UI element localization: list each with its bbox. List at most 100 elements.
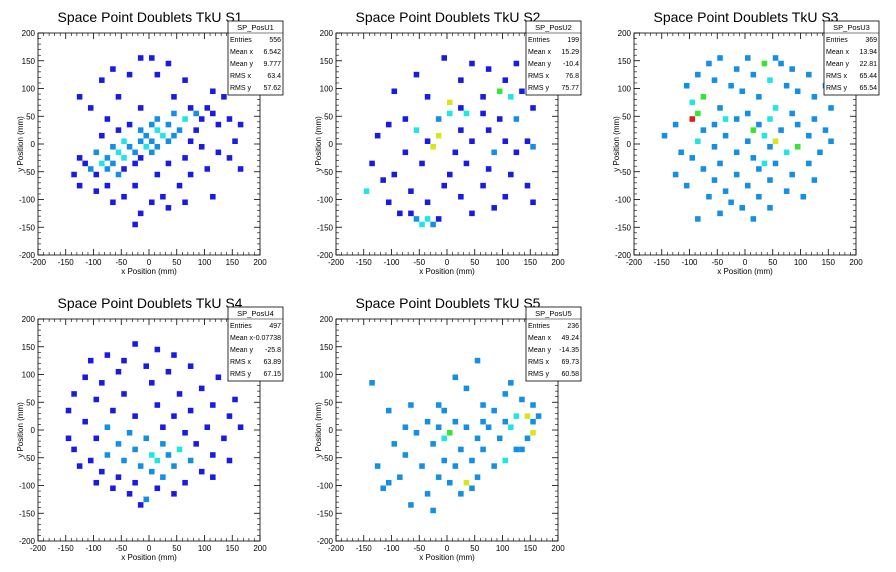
- x-tick-label: 0: [743, 258, 748, 267]
- heatmap-bin: [137, 502, 144, 508]
- heatmap-bin: [717, 210, 723, 217]
- heatmap-bin: [93, 396, 100, 403]
- heatmap-bin: [171, 110, 177, 117]
- heatmap-bin: [149, 55, 155, 61]
- heatmap-bin: [502, 138, 509, 144]
- heatmap-bin: [65, 435, 72, 442]
- heatmap-bin: [198, 385, 205, 392]
- heatmap-bin: [149, 452, 155, 458]
- heatmap-bin: [374, 132, 381, 139]
- heatmap-bin: [767, 144, 773, 150]
- heatmap-bin: [794, 144, 801, 150]
- heatmap-bin: [689, 99, 696, 106]
- stats-row-label: Mean y: [826, 61, 849, 68]
- heatmap-bin: [750, 216, 757, 222]
- heatmap-bin: [176, 127, 183, 133]
- heatmap-bin: [756, 94, 762, 100]
- heatmap-bin: [237, 121, 244, 128]
- heatmap-bin: [154, 346, 161, 353]
- stats-row-value: 22.81: [859, 61, 877, 68]
- heatmap-bin: [524, 435, 531, 442]
- heatmap-bin: [458, 491, 464, 497]
- chart-title: Space Point Doublets TkU S3: [654, 9, 839, 25]
- heatmap-bin: [154, 485, 161, 492]
- heatmap-bin: [171, 413, 177, 419]
- heatmap-bin: [806, 160, 812, 167]
- heatmap-bin: [187, 457, 194, 464]
- heatmap-bin: [160, 424, 166, 430]
- y-tick-label: -200: [317, 251, 334, 260]
- x-tick-label: -50: [115, 544, 127, 553]
- heatmap-bin: [441, 55, 447, 61]
- y-tick-label: 150: [22, 343, 36, 352]
- heatmap-bin: [430, 441, 436, 447]
- heatmap-bin: [458, 446, 464, 453]
- heatmap-bin: [204, 424, 211, 430]
- stats-row-value: 497: [269, 323, 281, 330]
- y-tick-label: -50: [321, 454, 333, 463]
- x-tick-label: 50: [470, 258, 479, 267]
- heatmap-bin: [711, 144, 718, 150]
- heatmap-bin: [110, 144, 116, 150]
- heatmap-bin: [380, 177, 386, 183]
- heatmap-bin: [121, 166, 127, 172]
- heatmap-bin: [672, 121, 679, 128]
- chart-panel-4: Space Point Doublets TkU S4 -200 -150 -100 -…: [16, 295, 284, 562]
- heatmap-bin: [137, 210, 144, 217]
- heatmap-bin: [745, 55, 751, 61]
- heatmap-bin: [772, 105, 779, 111]
- stats-box: SP_PosU1 Entries 556 Mean x 6.542 Mean y 9.777…: [227, 20, 284, 96]
- heatmap-bin: [772, 138, 779, 144]
- heatmap-bin: [176, 182, 183, 189]
- heatmap-bin: [110, 160, 116, 167]
- heatmap-bin: [369, 380, 375, 386]
- chart-title: Space Point Doublets TkU S4: [58, 295, 243, 311]
- heatmap-bin: [502, 418, 509, 425]
- heatmap-bin: [778, 127, 784, 133]
- heatmap-bin: [789, 171, 795, 178]
- heatmap-bin: [198, 144, 205, 150]
- heatmap-bin: [160, 441, 166, 447]
- x-axis-label: x Position (mm): [717, 267, 773, 276]
- x-tick-label: -100: [383, 544, 400, 553]
- x-tick-label: 0: [445, 544, 450, 553]
- stats-row-label: RMS y: [528, 371, 550, 378]
- stats-row-value: -25.8: [265, 347, 281, 354]
- heatmap-bin: [513, 60, 520, 67]
- heatmap-bin: [165, 60, 172, 67]
- heatmap-bin: [137, 138, 144, 144]
- y-tick-label: 50: [26, 398, 35, 407]
- stats-name: SP_PosU5: [535, 309, 572, 318]
- heatmap-bin: [402, 149, 409, 156]
- heatmap-bin: [452, 418, 459, 425]
- y-tick-label: 100: [320, 85, 334, 94]
- stats-row-value: 9.777: [263, 61, 281, 68]
- heatmap-bin: [661, 132, 668, 139]
- stats-row-label: RMS x: [528, 359, 550, 366]
- x-tick-label: -50: [413, 258, 425, 267]
- x-tick-label: -200: [626, 258, 643, 267]
- heatmap-bin: [385, 121, 392, 128]
- heatmap-bin: [424, 418, 431, 425]
- heatmap-bin: [121, 391, 127, 397]
- heatmap-bin: [132, 446, 138, 453]
- heatmap-bin: [154, 116, 161, 122]
- heatmap-bin: [424, 94, 431, 100]
- heatmap-bin: [800, 193, 807, 200]
- heatmap-bin: [132, 221, 138, 228]
- chart-panel-3: Space Point Doublets TkU S3 -200 -150 -100 -…: [612, 9, 880, 276]
- x-axis-label: x Position (mm): [419, 267, 475, 276]
- heatmap-bin: [193, 127, 199, 133]
- heatmap-bin: [778, 60, 784, 67]
- x-tick-label: -100: [85, 544, 102, 553]
- heatmap-bin: [82, 374, 88, 381]
- stats-row-value: 60.58: [561, 371, 579, 378]
- stats-row-value: 199: [567, 37, 579, 44]
- y-tick-label: 100: [320, 371, 334, 380]
- heatmap-bin: [99, 380, 105, 386]
- stats-row-value: -14.35: [559, 347, 579, 354]
- heatmap-bin: [154, 71, 161, 78]
- x-tick-label: -100: [681, 258, 698, 267]
- y-tick-label: 200: [320, 29, 334, 38]
